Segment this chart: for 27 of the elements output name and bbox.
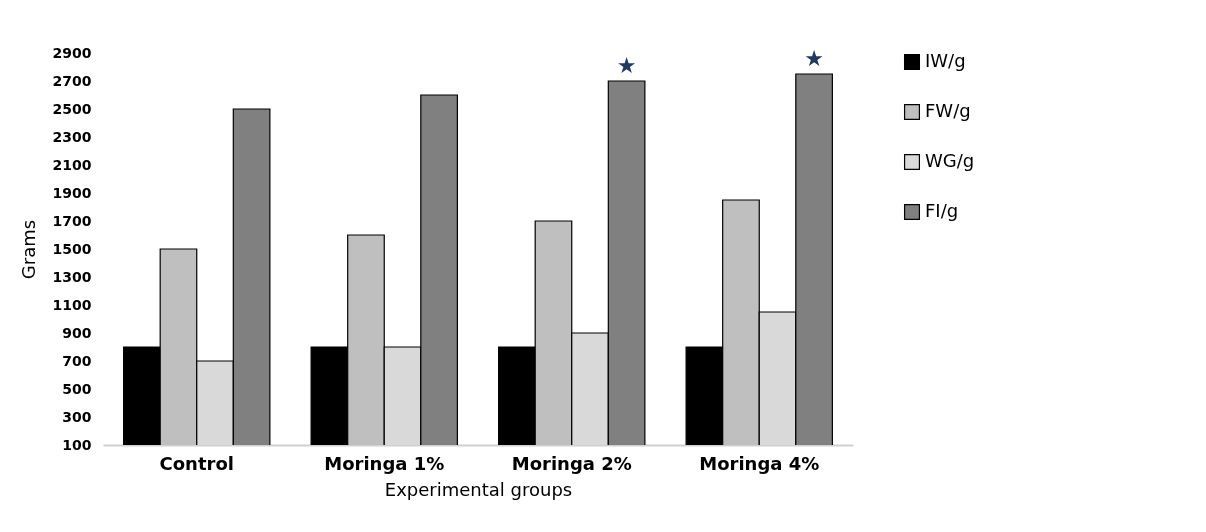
- y-tick-label: 2500: [52, 100, 92, 117]
- y-tick-label: 100: [62, 436, 92, 453]
- annotation: ★: [804, 46, 824, 71]
- y-tick-label: 1500: [52, 240, 92, 257]
- y-tick-label: 900: [62, 324, 92, 341]
- y-tick-label: 300: [62, 408, 92, 425]
- annotation: ★: [616, 53, 637, 78]
- x-axis-title: Experimental groups: [384, 478, 573, 500]
- y-tick-label: 700: [62, 352, 92, 369]
- y-tick-label: 1100: [52, 296, 92, 313]
- y-tick-label: 2300: [52, 128, 92, 145]
- x-tick-label: Moringa 4%: [699, 452, 820, 474]
- y-axis-title: Grams: [17, 219, 39, 280]
- legend-label: FI/g: [925, 200, 959, 221]
- y-tick-label: 2100: [52, 156, 92, 173]
- y-tick-label: 2900: [52, 44, 92, 61]
- legend-label: WG/g: [925, 150, 975, 171]
- y-tick-label: 1900: [52, 184, 92, 201]
- y-tick-label: 1300: [52, 268, 92, 285]
- y-tick-label: 1700: [52, 212, 92, 229]
- x-tick-label: Control: [159, 452, 234, 474]
- x-tick-label: Moringa 2%: [511, 452, 632, 474]
- legend-label: IW/g: [925, 50, 966, 71]
- x-tick-label: Moringa 1%: [324, 452, 445, 474]
- y-tick-label: 2700: [52, 72, 92, 89]
- legend-label: FW/g: [925, 100, 971, 121]
- y-tick-label: 500: [62, 380, 92, 397]
